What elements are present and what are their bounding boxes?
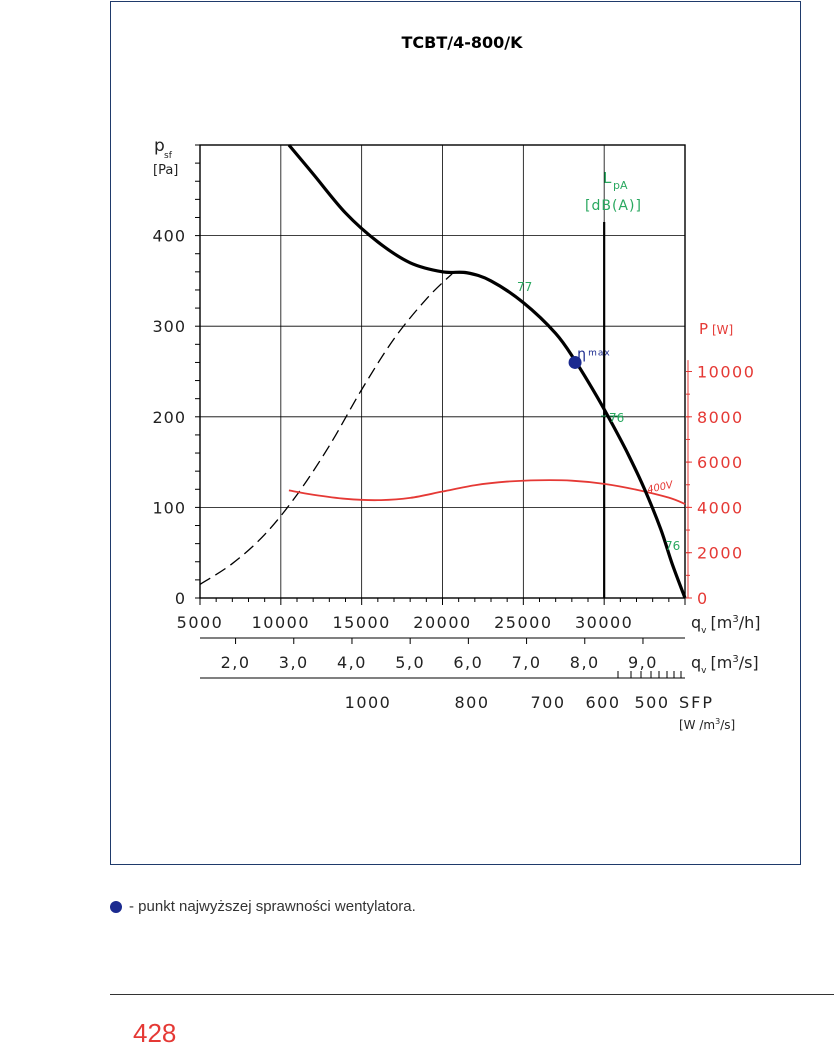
power-tick-label: 6000 [697,453,744,472]
m3s-tick-label: 6,0 [453,653,483,672]
x-tick-label: 25000 [494,613,552,632]
sfp-tick-label: 600 [585,693,620,712]
system-curve [199,273,453,585]
y-tick-label: 100 [152,498,186,517]
m3s-tick-label: 2,0 [221,653,251,672]
y-axis-unit: [Pa] [153,163,178,178]
y-tick-label: 200 [152,408,186,427]
m3s-tick-label: 5,0 [395,653,425,672]
x-tick-label: 15000 [332,613,390,632]
chart-title: TCBT/4-800/K [401,33,523,52]
efficiency-dot-icon [110,900,122,913]
chart-marks [199,143,687,599]
bottom-rule [110,994,834,995]
power-tick-label: 10000 [697,363,755,382]
sound-axis-label: L [603,169,612,187]
sfp-unit-label: [W /m3/s] [679,717,735,732]
pressure-curve [287,143,687,599]
m3s-tick-label: 9,0 [628,653,658,672]
sfp-tick-label: 800 [454,693,489,712]
efficiency-label: η [577,346,586,362]
power-curve [288,479,686,505]
x-tick-label: 10000 [252,613,310,632]
x-axis-label-m3s: qv [m3/s] [691,653,759,676]
sound-axis-label-sub: pA [613,179,628,192]
chart-frame: TCBT/4-800/K 0 100 200 300 400 5000 10000 15000… [110,1,801,865]
m3s-tick-label: 4,0 [337,653,367,672]
x-tick-label: 5000 [177,613,224,632]
x-tick-label: 30000 [575,613,633,632]
x-tick-label: 20000 [413,613,471,632]
y-axis-label-sub: sf [164,151,173,161]
power-tick-label: 2000 [697,544,744,563]
power-axis-unit: [W] [712,323,733,337]
power-tick-label: 0 [697,589,709,608]
page-number: 428 [133,1018,177,1048]
power-tick-label: 8000 [697,408,744,427]
efficiency-label-sup: max [588,348,611,358]
sound-value-label: 77 [517,280,532,294]
power-tick-label: 4000 [697,498,744,517]
m3s-tick-label: 3,0 [279,653,309,672]
y-tick-label: 400 [152,227,186,246]
sound-value-label: 76 [665,539,680,553]
sound-value-label: 76 [609,411,624,425]
x-axis-label-m3h: qv [m3/h] [691,613,760,636]
y-tick-label: 0 [175,589,186,608]
footnote: - punkt najwyższej sprawności wentylator… [110,898,416,915]
m3s-tick-label: 8,0 [570,653,600,672]
sfp-axis-label: SFP [679,693,714,712]
efficiency-point [568,355,582,369]
sfp-tick-label: 1000 [345,693,392,712]
power-series-label: 400V [646,480,675,496]
sound-axis-unit: [dB(A)] [585,198,642,214]
power-axis-label: P [699,320,708,338]
sfp-tick-label: 700 [530,693,565,712]
sfp-tick-label: 500 [634,693,669,712]
footnote-text: - punkt najwyższej sprawności wentylator… [129,898,416,915]
y-tick-label: 300 [152,317,186,336]
chart-grid [195,144,692,679]
m3s-tick-label: 7,0 [512,653,542,672]
y-axis-label: p [154,136,165,156]
